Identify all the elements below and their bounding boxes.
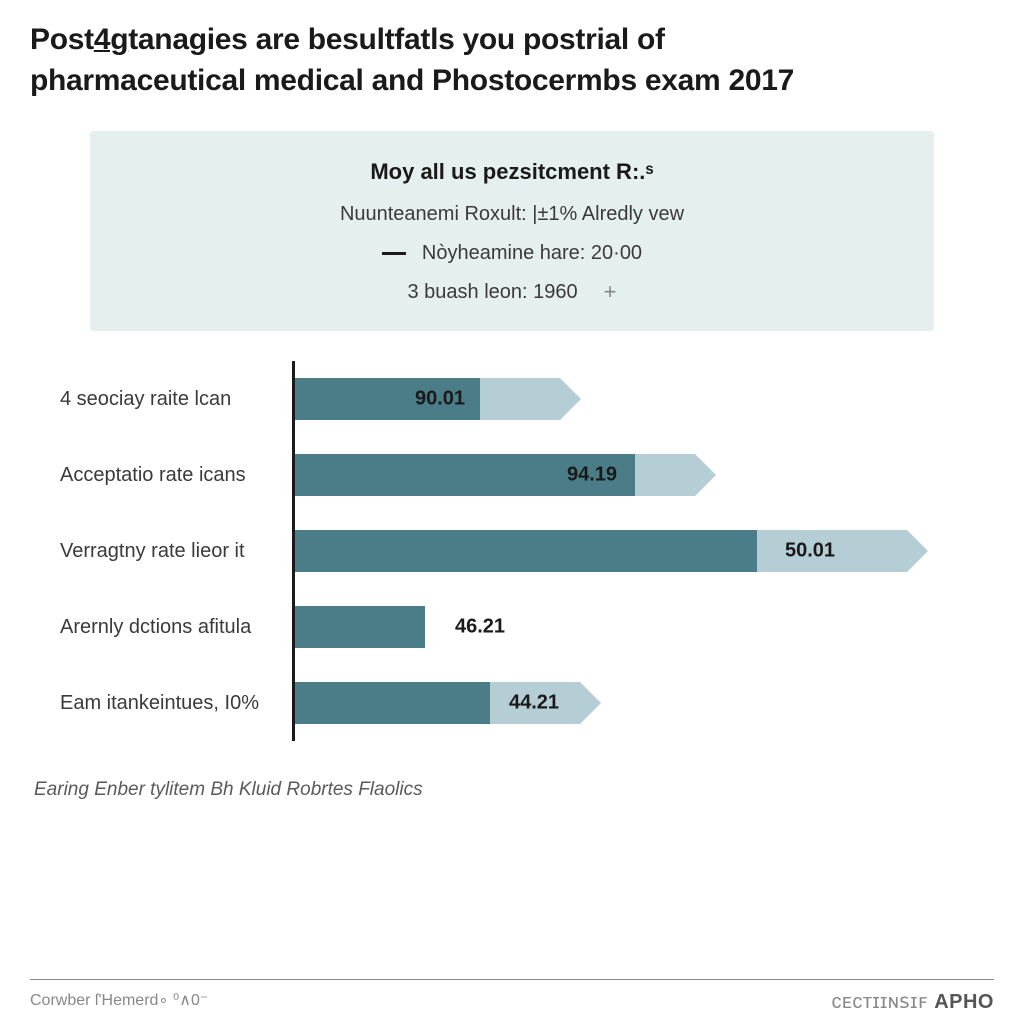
- bar-zone: 94.19: [292, 437, 964, 513]
- title-line2: pharmaceutical medical and Phostocermbs …: [30, 64, 794, 97]
- bar-segment-dark: [295, 606, 425, 648]
- bar-value: 94.19: [567, 464, 617, 487]
- bar-value: 44.21: [509, 692, 559, 715]
- info-box-title: Moy all us pezsitcment R:.ˢ: [130, 159, 894, 185]
- chart-row: Arernly dctions afitula46.21: [60, 589, 964, 665]
- bar: 44.21: [295, 682, 580, 724]
- info-box: Moy all us pezsitcment R:.ˢ Nuunteanemi …: [90, 131, 934, 331]
- title-underline: 4g: [94, 23, 128, 56]
- logo-text: ᴄᴇᴄᴛɪɪɴꜱɪꜰ ΑΡΗΟ: [832, 989, 994, 1014]
- bar-arrow-tip: [907, 530, 928, 572]
- bar-arrow-tip: [580, 682, 601, 724]
- bar-zone: 46.21: [292, 589, 964, 665]
- logo-part: ᴄᴇᴄᴛɪɪɴꜱɪꜰ: [832, 991, 935, 1013]
- footnote: Earing Enber tylitem Bh Kluid Robrtes Fl…: [34, 779, 994, 801]
- row-label: Verragtny rate lieor it: [60, 540, 292, 563]
- page-title: Post4gtanagies are besultfatls you postr…: [30, 20, 994, 101]
- dash-icon: [382, 252, 406, 255]
- chart-row: Eam itankeintues, I0% 44.21: [60, 665, 964, 741]
- row-label: Eam itankeintues, I0%: [60, 692, 292, 715]
- bar-value: 90.01: [415, 388, 465, 411]
- chart-row: Acceptatio rate icans 94.19: [60, 437, 964, 513]
- bar-zone: 50.01: [292, 513, 964, 589]
- info-box-subtitle: Nuunteanemi Roxult: |±1% Alredly vew: [130, 203, 894, 226]
- bar: 90.01: [295, 378, 560, 420]
- bar-segment-dark: [295, 530, 757, 572]
- bar-zone: 90.01: [292, 361, 964, 437]
- row-label: 4 seociay raite lcan: [60, 388, 292, 411]
- bar-segment-light: [635, 454, 695, 496]
- bar-value: 46.21: [455, 616, 505, 639]
- bar-chart: 4 seociay raite lcan 90.01 Acceptatio rate…: [60, 361, 964, 741]
- chart-row: Verragtny rate lieor it 50.01: [60, 513, 964, 589]
- info-box-row-text: 3 buash leon: 1960: [407, 281, 577, 304]
- row-label: Acceptatio rate icans: [60, 464, 292, 487]
- title-part: tanagies are besultfatls you postrial of: [128, 23, 664, 56]
- bar-segment-light: [480, 378, 560, 420]
- bar-zone: 44.21: [292, 665, 964, 741]
- bar: 46.21: [295, 606, 425, 648]
- bar-value: 50.01: [785, 540, 835, 563]
- bar-arrow-tip: [560, 378, 581, 420]
- title-part: Post: [30, 23, 94, 56]
- bar-arrow-tip: [695, 454, 716, 496]
- info-box-row: 3 buash leon: 1960 +: [130, 279, 894, 305]
- chart-row: 4 seociay raite lcan 90.01: [60, 361, 964, 437]
- bar-segment-dark: [295, 682, 490, 724]
- logo-bold: ΑΡΗΟ: [934, 991, 994, 1013]
- plus-icon: +: [604, 279, 617, 305]
- source-text: Corwber ſ'Hemerd∘ ⁰∧0⁻: [30, 990, 208, 1010]
- bar: 50.01: [295, 530, 907, 572]
- row-label: Arernly dctions afitula: [60, 616, 292, 639]
- bar: 94.19: [295, 454, 695, 496]
- info-box-row: Nòyheamine hare: 20·00: [130, 242, 894, 265]
- info-box-row-text: Nòyheamine hare: 20·00: [422, 242, 642, 265]
- divider: [30, 979, 994, 980]
